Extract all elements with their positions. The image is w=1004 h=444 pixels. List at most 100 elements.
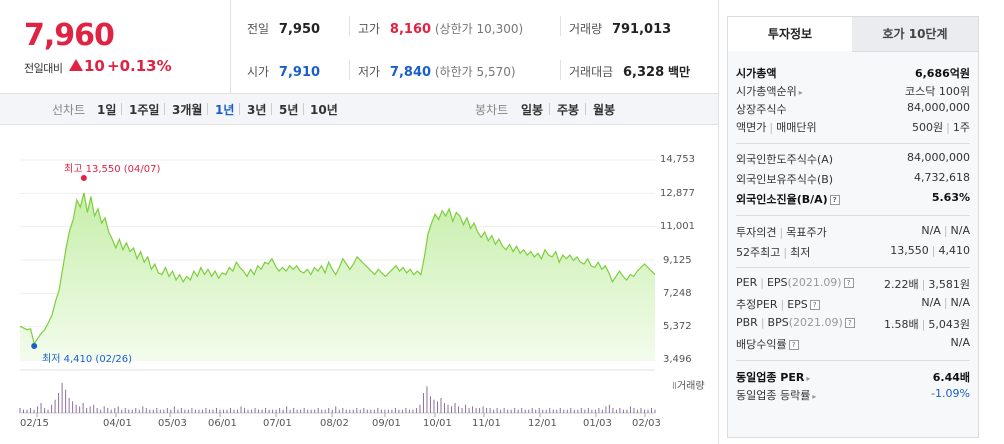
volume-label: 거래량: [569, 22, 603, 36]
y-tick-label: 12,877: [660, 188, 695, 199]
volume-label: Ⅱ거래량: [672, 381, 705, 392]
low-annotation: 최저 4,410 (02/26): [42, 354, 133, 365]
foreign-holding-row: 외국인보유주식수(B) 4,732,618: [736, 171, 970, 186]
candle-chart-label: 봉차트: [475, 103, 509, 117]
period-tab-5y[interactable]: 5년: [279, 103, 299, 117]
tab-separator: [303, 103, 304, 115]
help-icon[interactable]: ?: [843, 278, 854, 288]
tab-separator: [271, 103, 272, 115]
y-tick-label: 7,248: [663, 288, 692, 299]
price-summary: 7,960 전일대비 10 +0.13%: [0, 0, 231, 93]
prev-close: 전일 7,950: [247, 20, 320, 37]
tab-separator: [207, 103, 208, 115]
listed-shares-row: 상장주식수 84,000,000: [736, 101, 970, 116]
candle-tab-monthly[interactable]: 월봉: [593, 103, 616, 117]
x-tick-label: 09/01: [372, 418, 401, 429]
industry-per-row: 동일업종 PER ▸ 6.44배: [736, 371, 970, 384]
section-divider: [718, 0, 719, 444]
market-cap-row: 시가총액 6,686억원: [736, 67, 970, 80]
period-tab-1w[interactable]: 1주일: [129, 103, 160, 117]
tab-separator: [239, 103, 240, 115]
low-marker: [31, 343, 38, 349]
low-value: 7,840: [389, 65, 432, 80]
x-tick-label: 01/03: [583, 418, 612, 429]
lower-limit: (하한가 5,570): [434, 65, 516, 79]
opinion-row: 투자의견 | 목표주가 N/A | N/A: [736, 224, 970, 239]
prev-close-label: 전일: [247, 22, 270, 36]
period-tab-3y[interactable]: 3년: [247, 103, 267, 117]
x-tick-label: 05/03: [158, 418, 187, 429]
x-tick-label: 11/01: [472, 418, 501, 429]
x-tick-label: 04/01: [103, 418, 132, 429]
chevron-right-icon[interactable]: ▸: [812, 392, 817, 401]
divider: [560, 16, 561, 36]
price-area: [20, 192, 655, 360]
low-label: 저가: [358, 65, 381, 79]
pbr-bps-row: PBR | BPS(2021.09)? 1.58배 | 5,043원: [736, 316, 970, 331]
current-price: 7,960: [24, 18, 115, 53]
period-tab-1y[interactable]: 1년: [215, 103, 235, 117]
change-value: 10: [84, 57, 105, 75]
open-label: 시가: [247, 65, 270, 79]
panel-divider: [736, 360, 970, 361]
x-tick-label: 07/01: [263, 418, 292, 429]
volume: 거래량 791,013: [569, 20, 671, 37]
tab-orderbook-10[interactable]: 호가 10단계: [852, 17, 978, 52]
price-chart: [19, 159, 656, 417]
panel-divider: [736, 215, 970, 216]
high-marker: [80, 175, 87, 181]
period-tab-1d[interactable]: 1일: [97, 103, 117, 117]
x-tick-label: 06/01: [208, 418, 237, 429]
amount-unit: 백만: [667, 65, 691, 79]
x-tick-label: 10/01: [423, 418, 452, 429]
y-tick-label: 11,001: [660, 221, 695, 232]
line-chart-label: 선차트: [52, 103, 86, 117]
y-tick-label: 5,372: [663, 321, 692, 332]
help-icon[interactable]: ?: [844, 318, 855, 328]
industry-change-row: 동일업종 등락률 ▸ -1.09%: [736, 387, 970, 402]
period-tab-10y[interactable]: 10년: [310, 103, 338, 117]
foreign-ratio-row: 외국인소진율(B/A)? 5.63%: [736, 191, 970, 206]
up-triangle-icon: [69, 59, 83, 71]
low-price: 저가 7,840 (하한가 5,570): [358, 63, 516, 80]
trade-amount: 거래대금 6,328 백만: [569, 63, 690, 80]
help-icon[interactable]: ?: [809, 300, 820, 310]
candle-tab-weekly[interactable]: 주봉: [557, 103, 580, 117]
dividend-row: 배당수익률? N/A: [736, 336, 970, 351]
open-price: 시가 7,910: [247, 63, 320, 80]
price-line: [19, 192, 656, 346]
tab-separator: [585, 103, 586, 115]
high-label: 고가: [358, 22, 381, 36]
high-annotation: 최고 13,550 (04/07): [64, 164, 161, 175]
amount-label: 거래대금: [569, 65, 614, 79]
chevron-right-icon[interactable]: ▸: [806, 374, 811, 383]
change-percent: +0.13%: [107, 57, 172, 75]
help-icon[interactable]: ?: [788, 340, 799, 350]
amount-value: 6,328: [623, 65, 665, 80]
divider: [349, 16, 350, 36]
week52-row: 52주최고 | 최저 13,550 | 4,410: [736, 244, 970, 259]
high-price: 고가 8,160 (상한가 10,300): [358, 20, 523, 37]
chevron-right-icon[interactable]: ▸: [798, 88, 803, 97]
x-tick-label: 12/01: [528, 418, 557, 429]
tab-separator: [121, 103, 122, 115]
high-value: 8,160: [389, 22, 432, 37]
par-value-row: 액면가 | 매매단위 500원 | 1주: [736, 121, 970, 134]
divider: [560, 60, 561, 80]
prev-close-value: 7,950: [278, 22, 321, 37]
help-icon[interactable]: ?: [829, 195, 840, 205]
y-tick-label: 14,753: [660, 154, 695, 165]
upper-limit: (상한가 10,300): [434, 22, 524, 36]
open-value: 7,910: [278, 65, 321, 80]
candle-tab-daily[interactable]: 일봉: [521, 103, 544, 117]
x-tick-label: 02/03: [632, 418, 661, 429]
tab-separator: [164, 103, 165, 115]
period-tab-3m[interactable]: 3개월: [172, 103, 203, 117]
tab-investment-info[interactable]: 투자정보: [728, 17, 853, 51]
est-per-row: 추정PER | EPS? N/A | N/A: [736, 296, 970, 311]
volume-value: 791,013: [611, 22, 672, 37]
tab-separator: [549, 103, 550, 115]
divider: [349, 60, 350, 80]
chart-marks: [31, 175, 87, 349]
panel-divider: [736, 143, 970, 144]
